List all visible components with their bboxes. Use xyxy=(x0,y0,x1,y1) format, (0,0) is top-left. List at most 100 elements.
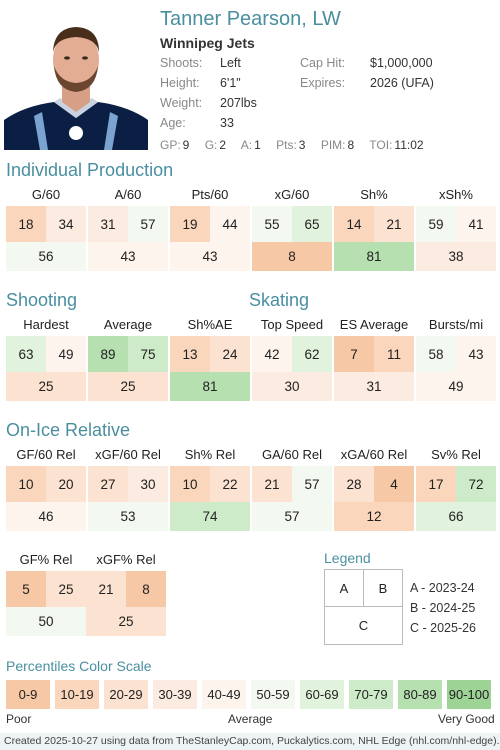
metric-xshpct: xSh% 59 41 38 xyxy=(416,187,496,271)
metric-value-a: 31 xyxy=(88,206,128,242)
metric-value-a: 55 xyxy=(252,206,292,242)
points-label: Pts: xyxy=(276,138,297,152)
metric-xga60-rel: xGA/60 Rel 28 4 12 xyxy=(334,447,414,531)
shoots-value: Left xyxy=(220,56,241,70)
height-label: Height: xyxy=(160,76,200,90)
metric-label: xGF% Rel xyxy=(96,552,156,567)
cap-hit-label: Cap Hit: xyxy=(300,56,346,70)
metric-value-b: 44 xyxy=(210,206,250,242)
metric-value-c: 50 xyxy=(6,607,86,636)
metric-value-a: 21 xyxy=(252,466,292,502)
metric-value-c: 57 xyxy=(252,502,332,531)
metric-hardest: Hardest 63 49 25 xyxy=(6,317,86,401)
metric-label: G/60 xyxy=(31,187,61,202)
metric-value-a: 21 xyxy=(86,571,126,607)
metric-value-c: 46 xyxy=(6,502,86,531)
metric-value-a: 7 xyxy=(334,336,374,372)
legend-box-c: C xyxy=(324,606,403,645)
expires-label: Expires: xyxy=(300,76,346,90)
player-name: Tanner Pearson, LW xyxy=(160,8,341,30)
metric-value-a: 42 xyxy=(252,336,292,372)
metric-value-b: 75 xyxy=(128,336,168,372)
metric-label: Top Speed xyxy=(260,317,324,332)
metric-top-speed: Top Speed 42 62 30 xyxy=(252,317,332,401)
scale-bin: 50-59 xyxy=(251,680,295,709)
metric-shpct: Sh% 14 21 81 xyxy=(334,187,414,271)
metric-ga60-rel: GA/60 Rel 21 57 57 xyxy=(252,447,332,531)
metric-value-b: 72 xyxy=(456,466,496,502)
metric-value-b: 57 xyxy=(292,466,332,502)
height-value: 6'1" xyxy=(220,76,241,90)
metric-label: Pts/60 xyxy=(191,187,229,202)
metric-value-b: 24 xyxy=(210,336,250,372)
legend-box-b: B xyxy=(363,569,403,607)
metric-es-average: ES Average 7 11 31 xyxy=(334,317,414,401)
age-value: 33 xyxy=(220,116,234,130)
metric-value-b: 65 xyxy=(292,206,332,242)
age-label: Age: xyxy=(160,116,186,130)
metric-value-c: 38 xyxy=(416,242,496,271)
metric-shae: Sh%AE 13 24 81 xyxy=(170,317,250,401)
metric-value-b: 4 xyxy=(374,466,414,502)
game-stats: GP: 9 G: 2 A: 1 Pts: 3 PIM: 8 TOI: 11:02 xyxy=(160,138,436,152)
legend-title: Legend xyxy=(324,550,371,566)
scale-label-very-good: Very Good xyxy=(438,712,495,726)
scale-bin: 20-29 xyxy=(104,680,148,709)
metric-value-a: 14 xyxy=(334,206,374,242)
metric-value-b: 20 xyxy=(46,466,86,502)
metric-gf60-rel: GF/60 Rel 10 20 46 xyxy=(6,447,86,531)
metric-value-a: 89 xyxy=(88,336,128,372)
metric-value-b: 34 xyxy=(46,206,86,242)
metric-label: GA/60 Rel xyxy=(262,447,322,462)
metric-label: xG/60 xyxy=(274,187,310,202)
scale-label-poor: Poor xyxy=(6,712,32,726)
metric-value-b: 57 xyxy=(128,206,168,242)
metric-value-a: 59 xyxy=(416,206,456,242)
legend-text-c: C - 2025-26 xyxy=(410,621,477,635)
legend-text-a: A - 2023-24 xyxy=(410,581,475,595)
metric-value-c: 66 xyxy=(416,502,496,531)
scale-bin: 80-89 xyxy=(398,680,442,709)
scale-label-average: Average xyxy=(228,712,273,726)
metric-value-b: 22 xyxy=(210,466,250,502)
metric-value-b: 62 xyxy=(292,336,332,372)
gp-value: 9 xyxy=(182,138,190,152)
scale-bin: 40-49 xyxy=(202,680,246,709)
metric-value-c: 53 xyxy=(88,502,168,531)
metric-gf-pct-rel: GF% Rel 5 25 50 xyxy=(6,552,86,636)
metric-value-c: 56 xyxy=(6,242,86,271)
metric-sh-rel: Sh% Rel 10 22 74 xyxy=(170,447,250,531)
metric-value-a: 27 xyxy=(88,466,128,502)
weight-value: 207lbs xyxy=(220,96,257,110)
pim-value: 8 xyxy=(347,138,355,152)
metric-value-a: 28 xyxy=(334,466,374,502)
metric-value-b: 11 xyxy=(374,336,414,372)
metric-value-a: 19 xyxy=(170,206,210,242)
legend: Legend A B C A - 2023-24 B - 2024-25 C -… xyxy=(324,550,500,650)
metric-bursts: Bursts/mi 58 43 49 xyxy=(416,317,496,401)
metric-value-c: 74 xyxy=(170,502,250,531)
footer-credit: Created 2025-10-27 using data from TheSt… xyxy=(4,735,500,747)
metric-label: Sh%AE xyxy=(187,317,233,332)
metric-value-a: 13 xyxy=(170,336,210,372)
metric-label: xSh% xyxy=(439,187,473,202)
metric-value-c: 25 xyxy=(6,372,86,401)
weight-label: Weight: xyxy=(160,96,203,110)
player-header: Tanner Pearson, LW Winnipeg Jets Shoots:… xyxy=(0,0,500,160)
metric-label: xGA/60 Rel xyxy=(340,447,408,462)
scale-bin: 60-69 xyxy=(300,680,344,709)
goals-value: 2 xyxy=(219,138,227,152)
metric-value-c: 8 xyxy=(252,242,332,271)
metric-label: xGF/60 Rel xyxy=(95,447,161,462)
metric-value-b: 49 xyxy=(46,336,86,372)
scale-bin: 70-79 xyxy=(349,680,393,709)
section-title-skating: Skating xyxy=(249,290,310,310)
metric-value-a: 5 xyxy=(6,571,46,607)
metric-value-c: 43 xyxy=(88,242,168,271)
pim-label: PIM: xyxy=(320,138,346,152)
metric-value-b: 30 xyxy=(128,466,168,502)
metric-value-a: 18 xyxy=(6,206,46,242)
metric-label: Bursts/mi xyxy=(428,317,484,332)
metric-value-c: 25 xyxy=(88,372,168,401)
metric-value-b: 21 xyxy=(374,206,414,242)
